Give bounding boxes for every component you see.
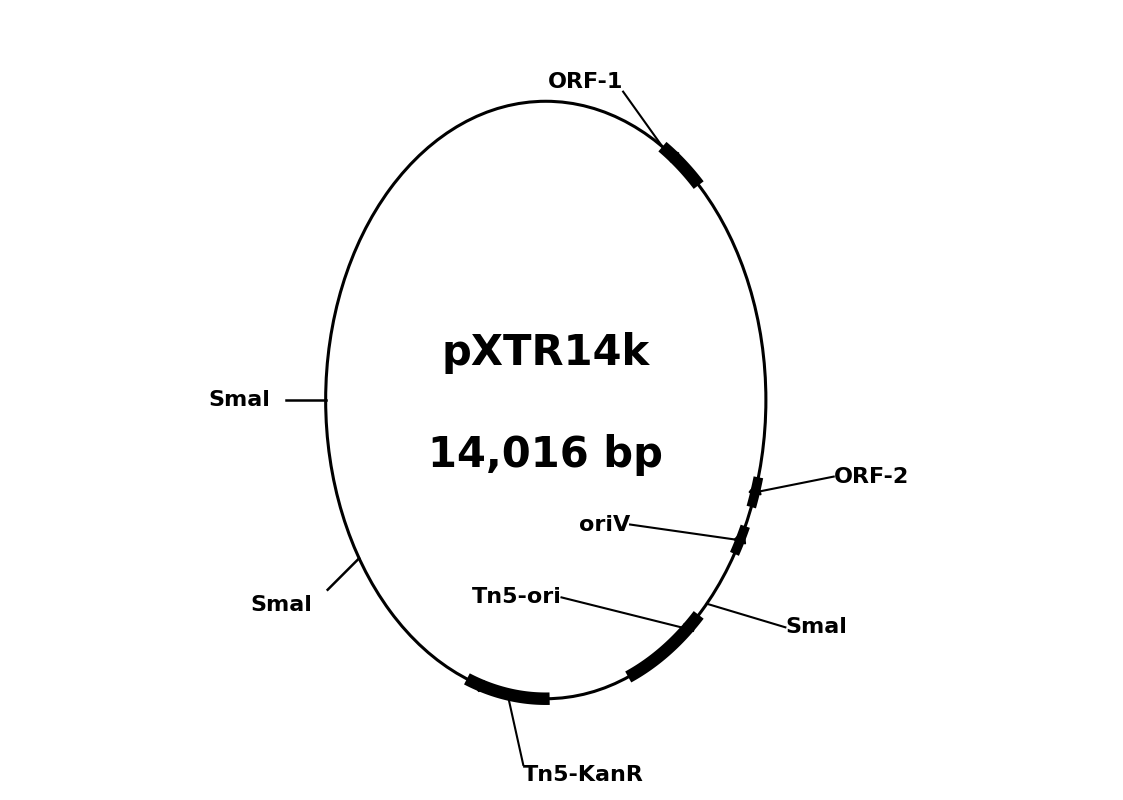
Text: ORF-2: ORF-2 [833,466,909,486]
Text: Smal: Smal [785,618,847,638]
Text: pXTR14k: pXTR14k [441,332,650,374]
Text: Smal: Smal [209,390,271,410]
Text: ORF-1: ORF-1 [548,72,623,92]
Text: Tn5-KanR: Tn5-KanR [523,765,645,785]
Text: Smal: Smal [250,595,312,615]
Text: 14,016 bp: 14,016 bp [428,434,664,476]
Text: oriV: oriV [578,514,630,534]
Text: Tn5-ori: Tn5-ori [472,587,562,607]
